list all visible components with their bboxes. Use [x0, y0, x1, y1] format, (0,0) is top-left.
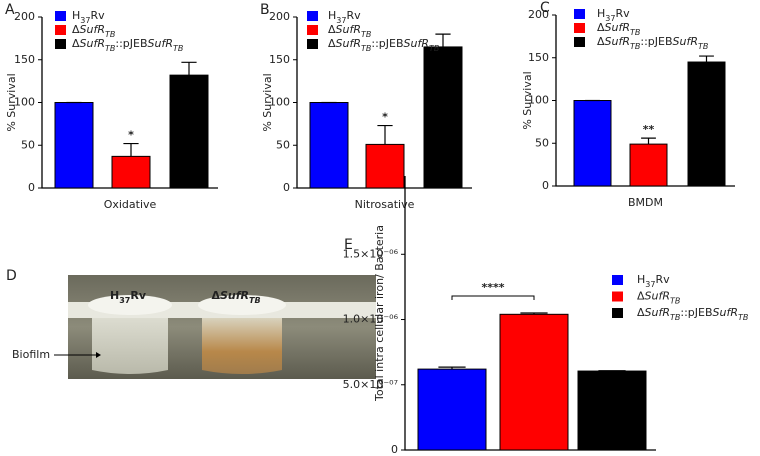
y-tick-label: 150 [528, 51, 549, 64]
arrow-head [96, 352, 101, 358]
y-tick-label: 5.0×10⁻⁰⁷ [343, 378, 398, 391]
y-tick-label: 0 [28, 181, 35, 194]
error-bar [438, 366, 466, 370]
y-tick-label: 150 [269, 53, 290, 66]
y-tick-label: 50 [276, 138, 290, 151]
legend-label: H37Rv [597, 7, 630, 23]
significance: **** [481, 281, 504, 294]
x-axis-label: Oxidative [104, 198, 157, 211]
y-tick-label: 0 [283, 181, 290, 194]
legend-swatch [55, 11, 66, 21]
y-tick-label: 200 [269, 10, 290, 23]
bar [629, 143, 668, 187]
legend-swatch [307, 39, 318, 49]
y-tick-label: 100 [14, 96, 35, 109]
error-bar [520, 312, 548, 315]
legend-swatch [307, 25, 318, 35]
y-tick-label: 200 [528, 8, 549, 21]
error-bar [435, 33, 451, 47]
legend-label: ΔSufRTB [637, 290, 680, 306]
panel-letter: A [5, 2, 15, 18]
y-axis-label: Total intra cellular iron/ Bacteria [373, 225, 386, 402]
photo-panel: D H37Rv ΔSufRTB Biofilm [6, 268, 376, 379]
bar [111, 155, 151, 189]
significance: * [382, 111, 388, 124]
panel-letter: B [260, 2, 270, 18]
bar [573, 100, 612, 187]
bar [309, 102, 349, 189]
annotation: Biofilm [12, 348, 50, 361]
legend-label: ΔSufRTB::pJEBSufRTB [328, 37, 439, 53]
panel-letter: D [6, 268, 17, 284]
significance: * [128, 129, 134, 142]
y-axis-label: % Survival [5, 73, 18, 131]
error-bar [641, 137, 656, 145]
y-tick-label: 1.5×10⁻⁰⁶ [343, 247, 399, 260]
legend-swatch [612, 275, 623, 285]
y-tick-label: 150 [14, 53, 35, 66]
error-bar [377, 124, 393, 145]
tube [202, 318, 282, 374]
legend-swatch [574, 37, 585, 47]
error-bar [699, 55, 714, 63]
legend-label: ΔSufRTB [72, 23, 115, 39]
y-tick-label: 50 [535, 136, 549, 149]
legend-swatch [55, 25, 66, 35]
significance: ** [643, 123, 655, 136]
legend-swatch [574, 23, 585, 33]
legend-swatch [574, 9, 585, 19]
column-label: ΔSufRTB [211, 289, 260, 305]
legend-label: ΔSufRTB::pJEBSufRTB [637, 306, 748, 322]
y-tick-label: 50 [21, 138, 35, 151]
legend-label: ΔSufRTB::pJEBSufRTB [72, 37, 183, 53]
legend-swatch [55, 39, 66, 49]
bar [423, 46, 463, 189]
error-bar [181, 61, 197, 76]
legend-label: H37Rv [328, 9, 361, 25]
legend-label: H37Rv [72, 9, 105, 25]
bar [499, 313, 569, 451]
y-tick-label: 1.0×10⁻⁰⁶ [343, 313, 399, 326]
x-axis-label: BMDM [628, 196, 663, 209]
legend-swatch [612, 308, 623, 318]
legend-label: ΔSufRTB [328, 23, 371, 39]
panel-letter: C [540, 0, 550, 16]
tube-rim [198, 295, 286, 315]
y-tick-label: 100 [528, 94, 549, 107]
tube-rim [88, 295, 172, 315]
legend-label: ΔSufRTB [597, 21, 640, 37]
bar [687, 61, 726, 187]
legend-swatch [612, 291, 623, 302]
bar [577, 370, 647, 451]
legend-label: H37Rv [637, 273, 670, 289]
significance-bracket [451, 295, 535, 300]
column-label: H37Rv [110, 289, 147, 305]
y-tick-label: 0 [391, 443, 398, 456]
bar [365, 143, 405, 189]
bar [169, 74, 209, 189]
legend-swatch [307, 11, 318, 21]
tube [92, 318, 168, 374]
x-axis-label: Nitrosative [355, 198, 415, 211]
y-tick-label: 200 [14, 10, 35, 23]
bar [417, 368, 487, 451]
y-tick-label: 0 [542, 179, 549, 192]
y-axis-label: % Survival [261, 73, 274, 131]
y-axis-label: % Survival [521, 71, 534, 129]
panel-letter: E [344, 237, 353, 253]
bar [54, 102, 94, 189]
legend-label: ΔSufRTB::pJEBSufRTB [597, 35, 708, 51]
error-bar [123, 142, 139, 157]
y-tick-label: 100 [269, 96, 290, 109]
